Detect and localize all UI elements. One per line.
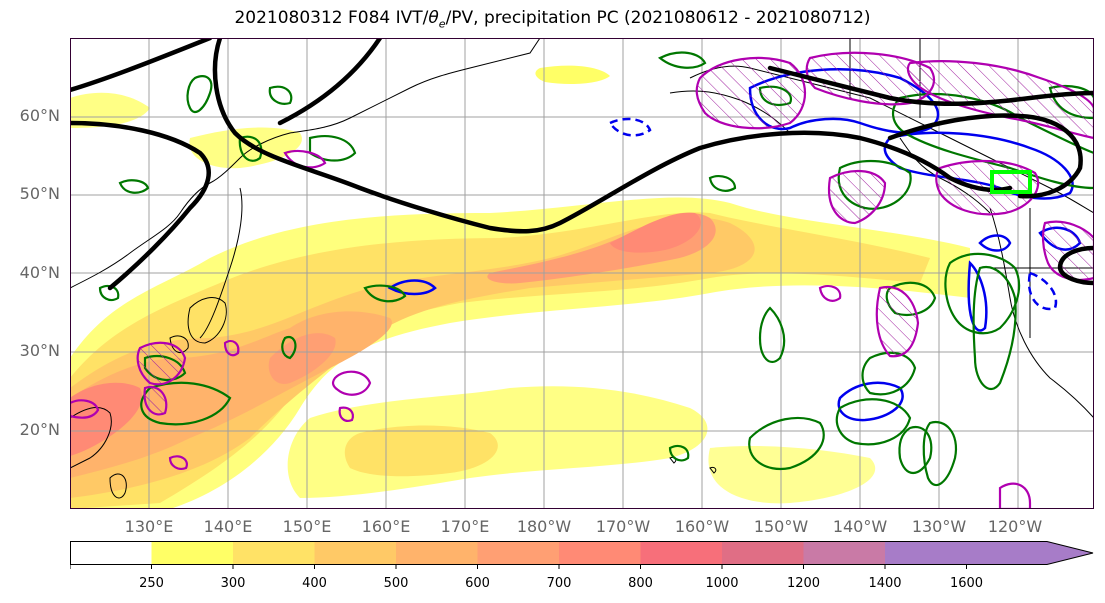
colorbar-segment — [396, 541, 478, 565]
lat-label-40n: 40°N — [19, 263, 60, 282]
target-region-box — [990, 170, 1032, 194]
lon-label-170e: 170°E — [440, 517, 490, 536]
colorbar-tick-label: 600 — [465, 576, 490, 591]
colorbar-tick-label: 300 — [220, 576, 246, 591]
colorbar-segment — [722, 541, 804, 565]
lon-label-170w: 170°W — [595, 517, 651, 536]
lat-label-50n: 50°N — [19, 184, 60, 203]
colorbar-extend-arrow — [885, 541, 1093, 565]
ivt-threshold-contour — [70, 38, 1094, 291]
lon-label-160w: 160°W — [674, 517, 730, 536]
lon-label-160e: 160°E — [361, 517, 411, 536]
colorbar-segment — [233, 541, 315, 565]
colorbar-tick-label: 250 — [139, 576, 164, 591]
colorbar-segment — [151, 541, 234, 565]
colorbar — [70, 541, 1094, 569]
colorbar-segment — [640, 541, 723, 565]
colorbar-tick-label: 1400 — [868, 576, 902, 591]
lon-label-180w: 180°W — [516, 517, 572, 536]
colorbar-tick-label: 800 — [628, 576, 653, 591]
colorbar-segment — [314, 541, 397, 565]
lon-label-140w: 140°W — [832, 517, 888, 536]
colorbar-tick-label: 500 — [383, 576, 409, 591]
colorbar-tick-label: 1600 — [949, 576, 984, 591]
lon-label-150e: 150°E — [282, 517, 332, 536]
lon-label-150w: 150°W — [753, 517, 809, 536]
map-title: 2021080312 F084 IVT/θe/PV, precipitation… — [234, 8, 871, 31]
colorbar-tick-label: 1000 — [705, 576, 739, 591]
graticule — [70, 38, 1094, 509]
colorbar-segment — [559, 541, 641, 565]
colorbar-tick-label: 1200 — [786, 576, 821, 591]
colorbar-segment — [803, 541, 886, 565]
lon-label-130e: 130°E — [124, 517, 174, 536]
lon-label-120w: 120°W — [987, 517, 1043, 536]
colorbar-tick-label: 700 — [546, 576, 572, 591]
lon-label-130w: 130°W — [911, 517, 967, 536]
map-panel — [70, 38, 1094, 509]
lat-label-60n: 60°N — [19, 106, 60, 125]
colorbar-segment — [477, 541, 560, 565]
precip-pc-regions — [70, 51, 1094, 509]
lon-label-140e: 140°E — [203, 517, 253, 536]
colorbar-tick-label: 400 — [302, 576, 327, 591]
lat-label-20n: 20°N — [19, 420, 60, 439]
lat-label-30n: 30°N — [19, 341, 60, 360]
colorbar-segment — [70, 541, 152, 565]
